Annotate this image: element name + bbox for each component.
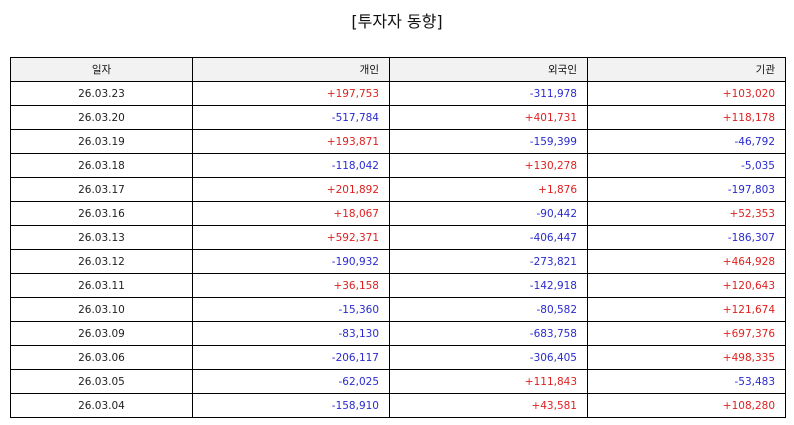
table-row: 26.03.13 +592,371 -406,447 -186,307 bbox=[10, 225, 786, 250]
institution-cell: +121,674 bbox=[587, 297, 786, 322]
individual-cell: -158,910 bbox=[192, 393, 390, 418]
individual-cell: +592,371 bbox=[192, 225, 390, 250]
table-row: 26.03.16 +18,067 -90,442 +52,353 bbox=[10, 201, 786, 226]
individual-cell: -15,360 bbox=[192, 297, 390, 322]
table-row: 26.03.19 +193,871 -159,399 -46,792 bbox=[10, 129, 786, 154]
institution-cell: -46,792 bbox=[587, 129, 786, 154]
table-row: 26.03.05 -62,025 +111,843 -53,483 bbox=[10, 369, 786, 394]
investor-trend-table: 일자 개인 외국인 기관 26.03.23 +197,753 -311,978 +10… bbox=[10, 57, 786, 418]
institution-cell: +108,280 bbox=[587, 393, 786, 418]
table-row: 26.03.23 +197,753 -311,978 +103,020 bbox=[10, 81, 786, 106]
individual-cell: +36,158 bbox=[192, 273, 390, 298]
table-row: 26.03.04 -158,910 +43,581 +108,280 bbox=[10, 393, 786, 418]
table-row: 26.03.11 +36,158 -142,918 +120,643 bbox=[10, 273, 786, 298]
table-row: 26.03.09 -83,130 -683,758 +697,376 bbox=[10, 321, 786, 346]
date-cell: 26.03.11 bbox=[10, 273, 193, 298]
foreign-cell: -311,978 bbox=[389, 81, 588, 106]
table-row: 26.03.20 -517,784 +401,731 +118,178 bbox=[10, 105, 786, 130]
institution-cell: +120,643 bbox=[587, 273, 786, 298]
individual-cell: +193,871 bbox=[192, 129, 390, 154]
table-header-row: 일자 개인 외국인 기관 bbox=[10, 57, 786, 82]
foreign-cell: +111,843 bbox=[389, 369, 588, 394]
date-cell: 26.03.12 bbox=[10, 249, 193, 274]
column-header-date: 일자 bbox=[10, 57, 193, 82]
individual-cell: +201,892 bbox=[192, 177, 390, 202]
individual-cell: +197,753 bbox=[192, 81, 390, 106]
table-row: 26.03.18 -118,042 +130,278 -5,035 bbox=[10, 153, 786, 178]
institution-cell: -53,483 bbox=[587, 369, 786, 394]
table-row: 26.03.06 -206,117 -306,405 +498,335 bbox=[10, 345, 786, 370]
foreign-cell: +1,876 bbox=[389, 177, 588, 202]
institution-cell: -197,803 bbox=[587, 177, 786, 202]
foreign-cell: +401,731 bbox=[389, 105, 588, 130]
individual-cell: -190,932 bbox=[192, 249, 390, 274]
table-row: 26.03.12 -190,932 -273,821 +464,928 bbox=[10, 249, 786, 274]
date-cell: 26.03.13 bbox=[10, 225, 193, 250]
institution-cell: +52,353 bbox=[587, 201, 786, 226]
individual-cell: -83,130 bbox=[192, 321, 390, 346]
foreign-cell: +43,581 bbox=[389, 393, 588, 418]
institution-cell: -5,035 bbox=[587, 153, 786, 178]
date-cell: 26.03.10 bbox=[10, 297, 193, 322]
individual-cell: -206,117 bbox=[192, 345, 390, 370]
institution-cell: +464,928 bbox=[587, 249, 786, 274]
foreign-cell: -683,758 bbox=[389, 321, 588, 346]
column-header-individual: 개인 bbox=[192, 57, 390, 82]
column-header-foreign: 외국인 bbox=[389, 57, 588, 82]
foreign-cell: +130,278 bbox=[389, 153, 588, 178]
foreign-cell: -406,447 bbox=[389, 225, 588, 250]
institution-cell: +118,178 bbox=[587, 105, 786, 130]
table-row: 26.03.17 +201,892 +1,876 -197,803 bbox=[10, 177, 786, 202]
page-title: [투자자 동향] bbox=[351, 12, 443, 31]
individual-cell: -62,025 bbox=[192, 369, 390, 394]
date-cell: 26.03.09 bbox=[10, 321, 193, 346]
date-cell: 26.03.20 bbox=[10, 105, 193, 130]
individual-cell: -118,042 bbox=[192, 153, 390, 178]
foreign-cell: -273,821 bbox=[389, 249, 588, 274]
institution-cell: +697,376 bbox=[587, 321, 786, 346]
individual-cell: +18,067 bbox=[192, 201, 390, 226]
foreign-cell: -159,399 bbox=[389, 129, 588, 154]
date-cell: 26.03.23 bbox=[10, 81, 193, 106]
date-cell: 26.03.18 bbox=[10, 153, 193, 178]
date-cell: 26.03.06 bbox=[10, 345, 193, 370]
date-cell: 26.03.16 bbox=[10, 201, 193, 226]
table-row: 26.03.10 -15,360 -80,582 +121,674 bbox=[10, 297, 786, 322]
date-cell: 26.03.19 bbox=[10, 129, 193, 154]
individual-cell: -517,784 bbox=[192, 105, 390, 130]
foreign-cell: -90,442 bbox=[389, 201, 588, 226]
foreign-cell: -80,582 bbox=[389, 297, 588, 322]
date-cell: 26.03.04 bbox=[10, 393, 193, 418]
foreign-cell: -142,918 bbox=[389, 273, 588, 298]
date-cell: 26.03.05 bbox=[10, 369, 193, 394]
institution-cell: -186,307 bbox=[587, 225, 786, 250]
institution-cell: +103,020 bbox=[587, 81, 786, 106]
date-cell: 26.03.17 bbox=[10, 177, 193, 202]
column-header-institution: 기관 bbox=[587, 57, 786, 82]
institution-cell: +498,335 bbox=[587, 345, 786, 370]
foreign-cell: -306,405 bbox=[389, 345, 588, 370]
